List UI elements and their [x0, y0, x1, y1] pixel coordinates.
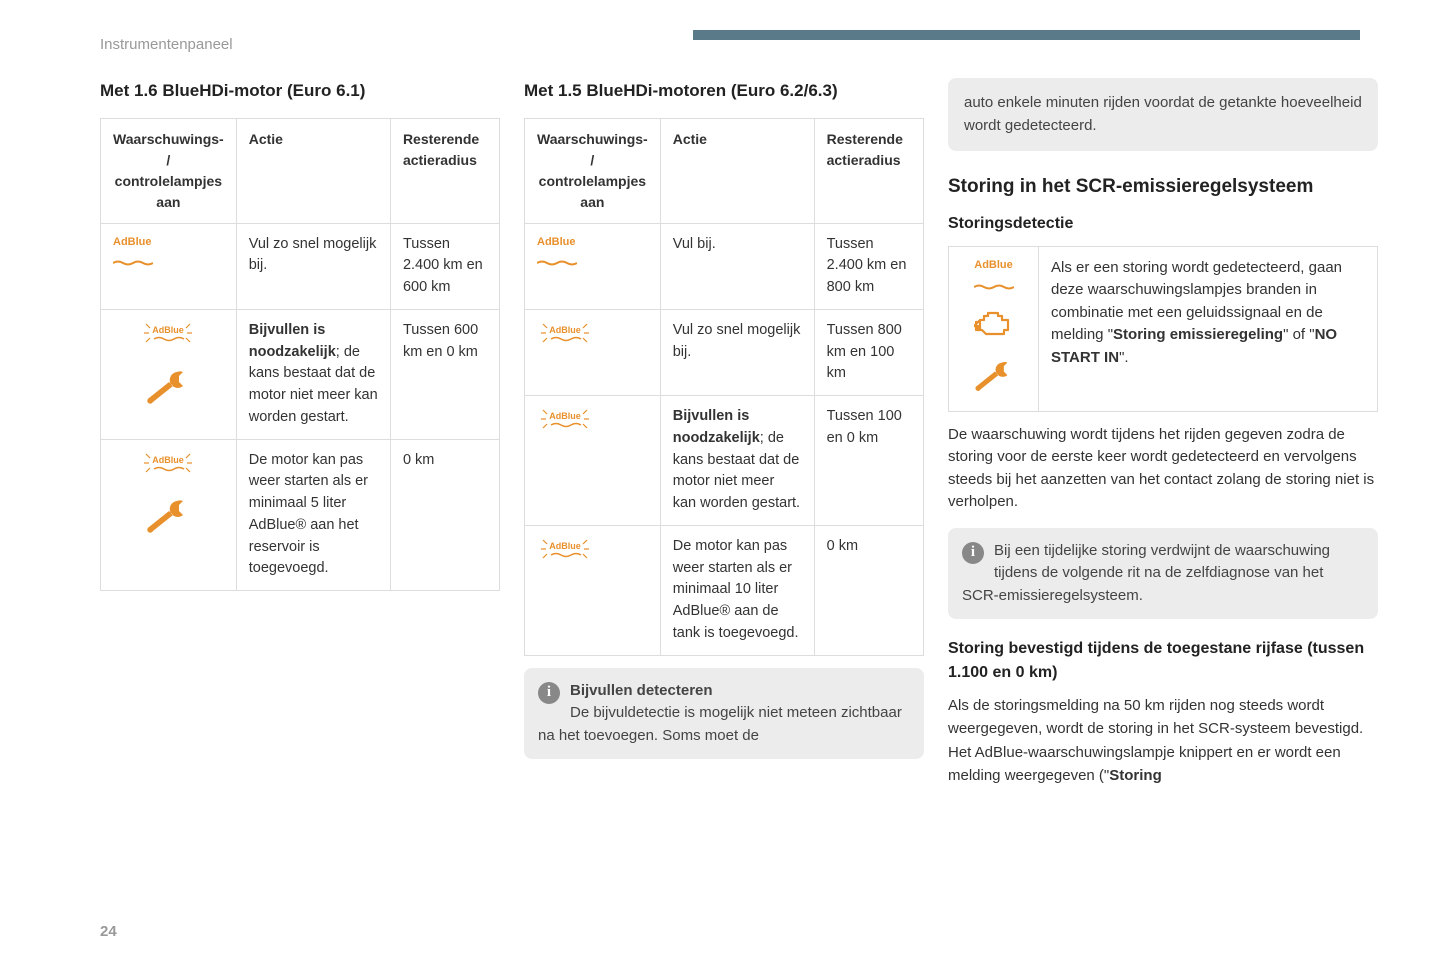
- col1-th1: Actie: [236, 118, 390, 223]
- info-box-temp-fault: i Bij een tijdelijke storing verdwijnt d…: [948, 528, 1378, 620]
- col1-title: Met 1.6 BlueHDi-motor (Euro 6.1): [100, 78, 500, 104]
- svg-text:AdBlue: AdBlue: [549, 325, 581, 335]
- action-cell: De motor kan pas weer starten als er min…: [236, 439, 390, 591]
- col1-table: Waarschuwings- / controlelampjes aan Act…: [100, 118, 500, 592]
- adblue-flash-icon: AdBlue: [537, 334, 593, 350]
- scr-mid: " of ": [1283, 326, 1315, 343]
- col2-th2: Resterende actieradius: [814, 118, 923, 223]
- column-2: Met 1.5 BlueHDi-motoren (Euro 6.2/6.3) W…: [524, 78, 924, 787]
- info-icon: i: [538, 682, 560, 704]
- icon-cell: AdBlue: [525, 309, 661, 395]
- column-3: auto enkele minuten rijden voordat de ge…: [948, 78, 1378, 787]
- col2-table: Waarschuwings- / controlelampjes aan Act…: [524, 118, 924, 656]
- wrench-icon: [147, 368, 189, 414]
- table-row: AdBlue Vul bij. Tussen 2.400 km en 800 k…: [525, 223, 924, 309]
- col2-title: Met 1.5 BlueHDi-motoren (Euro 6.2/6.3): [524, 78, 924, 104]
- range-cell: Tussen 2.400 km en 600 km: [390, 223, 499, 309]
- scr-para2: Als de storingsmelding na 50 km rijden n…: [948, 695, 1378, 740]
- table-row: AdBlue De motor kan pas weer starten als…: [101, 439, 500, 591]
- action-cell: Vul zo snel mogelijk bij.: [236, 223, 390, 309]
- action-cell: Bijvullen is noodzakelijk; de kans besta…: [660, 396, 814, 526]
- adblue-flash-icon: AdBlue: [140, 320, 196, 354]
- range-cell: Tussen 2.400 km en 800 km: [814, 223, 923, 309]
- scr-subheading-b: Storing bevestigd tijdens de toegestane …: [948, 637, 1378, 685]
- scr-post: ".: [1119, 349, 1129, 366]
- continuation-box: auto enkele minuten rijden voordat de ge…: [948, 78, 1378, 151]
- page-number: 24: [100, 921, 117, 944]
- svg-text:AdBlue: AdBlue: [549, 411, 581, 421]
- icon-cell: AdBlue: [525, 525, 661, 655]
- action-cell: Vul zo snel mogelijk bij.: [660, 309, 814, 395]
- range-cell: Tussen 600 km en 0 km: [390, 309, 499, 439]
- svg-text:AdBlue: AdBlue: [153, 455, 185, 465]
- adblue-flash-icon: AdBlue: [537, 420, 593, 436]
- scr-subheading-a: Storingsdetectie: [948, 212, 1378, 236]
- action-cell: Bijvullen is noodzakelijk; de kans besta…: [236, 309, 390, 439]
- table-row: AdBlue De motor kan pas weer starten als…: [525, 525, 924, 655]
- info-icon: i: [962, 542, 984, 564]
- adblue-icon: AdBlue: [113, 234, 224, 271]
- scr-para1: De waarschuwing wordt tijdens het rijden…: [948, 424, 1378, 514]
- content-columns: Met 1.6 BlueHDi-motor (Euro 6.1) Waarsch…: [100, 78, 1360, 787]
- icon-cell: AdBlue: [525, 223, 661, 309]
- action-bold: Bijvullen is noodzakelijk: [249, 322, 336, 360]
- adblue-flash-icon: AdBlue: [140, 450, 196, 484]
- range-cell: Tussen 100 en 0 km: [814, 396, 923, 526]
- adblue-flash-icon: AdBlue: [537, 550, 593, 566]
- info2-text: Bij een tijdelijke storing verdwijnt de …: [962, 542, 1330, 604]
- info-box-refill: i Bijvullen detecteren De bijvuldetectie…: [524, 668, 924, 760]
- adblue-icon: AdBlue: [974, 257, 1014, 298]
- action-cell: De motor kan pas weer starten als er min…: [660, 525, 814, 655]
- scr-detection-table: AdBlue Als er een storing wordt gedetect…: [948, 246, 1378, 412]
- scr-heading: Storing in het SCR-emissieregelsysteem: [948, 173, 1378, 202]
- icon-cell: AdBlue: [101, 439, 237, 591]
- para3-bold: Storing: [1109, 767, 1162, 784]
- range-cell: 0 km: [390, 439, 499, 591]
- adblue-icon: AdBlue: [537, 234, 648, 271]
- range-cell: 0 km: [814, 525, 923, 655]
- col2-th0: Waarschuwings- / controlelampjes aan: [525, 118, 661, 223]
- engine-icon: [974, 310, 1014, 348]
- icon-cell: AdBlue: [525, 396, 661, 526]
- svg-text:AdBlue: AdBlue: [549, 541, 581, 551]
- table-row: AdBlue Bijvullen is noodzakelijk; de kan…: [101, 309, 500, 439]
- table-row: AdBlue Vul zo snel mogelijk bij. Tussen …: [525, 309, 924, 395]
- header-bar: [693, 30, 1360, 40]
- table-row: AdBlue Vul zo snel mogelijk bij. Tussen …: [101, 223, 500, 309]
- action-bold: Bijvullen is noodzakelijk: [673, 408, 760, 446]
- wrench-icon: [147, 497, 189, 543]
- wrench-icon: [975, 359, 1013, 401]
- scr-icon-cell: AdBlue: [949, 246, 1039, 411]
- scr-bold1: Storing emissieregeling: [1113, 326, 1283, 343]
- info-title: Bijvullen detecteren: [570, 682, 713, 699]
- column-1: Met 1.6 BlueHDi-motor (Euro 6.1) Waarsch…: [100, 78, 500, 787]
- table-row: AdBlue Bijvullen is noodzakelijk; de kan…: [525, 396, 924, 526]
- col2-th1: Actie: [660, 118, 814, 223]
- col1-th2: Resterende actieradius: [390, 118, 499, 223]
- icon-cell: AdBlue: [101, 309, 237, 439]
- col1-th0: Waarschuwings- / controlelampjes aan: [101, 118, 237, 223]
- scr-para3: Het AdBlue-waarschuwingslampje knippert …: [948, 742, 1378, 787]
- icon-cell: AdBlue: [101, 223, 237, 309]
- svg-text:AdBlue: AdBlue: [153, 325, 185, 335]
- range-cell: Tussen 800 km en 100 km: [814, 309, 923, 395]
- action-cell: Vul bij.: [660, 223, 814, 309]
- info-text: De bijvuldetectie is mogelijk niet metee…: [538, 704, 902, 744]
- scr-text-cell: Als er een storing wordt gedetecteerd, g…: [1039, 246, 1378, 411]
- page-label: Instrumentenpaneel: [100, 34, 233, 57]
